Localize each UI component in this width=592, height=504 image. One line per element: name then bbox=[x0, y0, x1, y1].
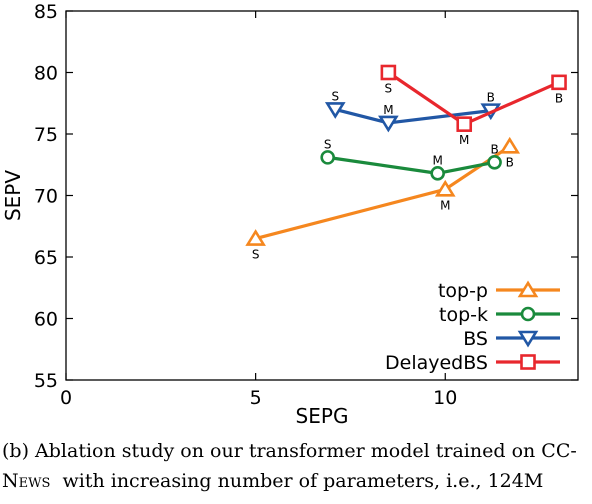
series-line bbox=[327, 155, 495, 175]
y-tick-label: 80 bbox=[34, 63, 58, 85]
caption-line-1: (b) Ablation study on our transformer mo… bbox=[2, 440, 577, 462]
series-delayedbs: SMB bbox=[380, 64, 567, 147]
legend-label: BS bbox=[463, 328, 488, 350]
caption-line-2: with increasing number of parameters, i.… bbox=[62, 470, 544, 492]
y-tick-label: 55 bbox=[34, 370, 58, 392]
series-top-p: S M B bbox=[245, 136, 521, 262]
legend-entry: top-p bbox=[438, 280, 560, 302]
y-tick-label: 75 bbox=[34, 124, 58, 146]
legend-label: top-p bbox=[438, 280, 488, 302]
data-point bbox=[551, 74, 567, 91]
point-size-label: B bbox=[490, 142, 498, 156]
plot-frame bbox=[65, 10, 579, 381]
series-top-k: S M B bbox=[320, 137, 502, 181]
x-axis-title: SEPG bbox=[296, 404, 349, 428]
legend-entry: top-k bbox=[439, 304, 560, 326]
legend-label: DelayedBS bbox=[385, 352, 488, 374]
data-point bbox=[434, 179, 456, 197]
y-tick-label: 60 bbox=[34, 309, 58, 331]
y-tick-label: 70 bbox=[34, 186, 58, 208]
legend-label: top-k bbox=[439, 304, 488, 326]
data-point bbox=[380, 64, 397, 81]
data-point bbox=[324, 102, 346, 119]
point-size-label: M bbox=[383, 103, 393, 117]
figure-caption: (b) Ablation study on our transformer mo… bbox=[2, 436, 590, 496]
data-point bbox=[499, 136, 521, 154]
caption-dataset-name: News bbox=[2, 470, 51, 492]
point-size-label: S bbox=[385, 82, 393, 96]
x-tick-label: 0 bbox=[60, 387, 72, 409]
legend-marker bbox=[520, 354, 536, 370]
data-point bbox=[487, 154, 502, 170]
legend-entry: BS bbox=[463, 328, 560, 350]
data-point bbox=[430, 166, 445, 181]
legend-marker bbox=[517, 330, 539, 348]
data-point bbox=[245, 229, 266, 246]
x-tick-label: 5 bbox=[250, 387, 262, 409]
point-size-label: M bbox=[432, 153, 442, 167]
data-point bbox=[320, 150, 335, 165]
y-tick-label: 85 bbox=[34, 1, 58, 23]
legend-marker bbox=[517, 280, 539, 298]
point-size-label: S bbox=[331, 89, 339, 103]
plot-axes: 55 60 65 70 75 80 85 0 5 10 bbox=[34, 1, 579, 409]
series-line bbox=[387, 71, 560, 126]
point-size-label: M bbox=[459, 133, 469, 147]
legend-entry: DelayedBS bbox=[385, 352, 560, 374]
legend-marker bbox=[520, 306, 536, 322]
point-size-label: B bbox=[506, 155, 514, 169]
series-bs: S M B bbox=[324, 89, 502, 133]
point-size-label: S bbox=[252, 248, 260, 262]
point-size-label: S bbox=[324, 137, 332, 151]
series-line bbox=[255, 144, 511, 241]
data-point bbox=[456, 116, 473, 132]
x-tick-label: 10 bbox=[433, 387, 457, 409]
point-size-label: B bbox=[487, 91, 495, 105]
y-axis-title: SEPV bbox=[1, 170, 25, 221]
y-tick-label: 65 bbox=[34, 247, 58, 269]
point-size-label: B bbox=[555, 91, 563, 105]
data-point bbox=[378, 115, 399, 133]
point-size-label: M bbox=[440, 198, 450, 212]
